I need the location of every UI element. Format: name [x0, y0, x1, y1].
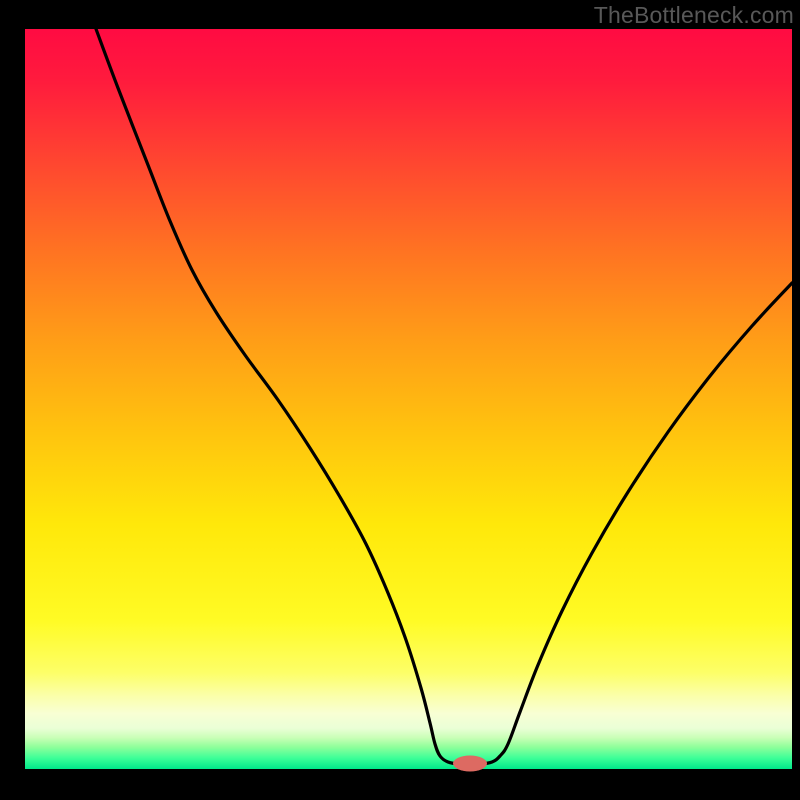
watermark-text: TheBottleneck.com [594, 2, 794, 29]
gradient-background [25, 29, 792, 769]
chart-stage: TheBottleneck.com [0, 0, 800, 800]
optimum-marker [453, 756, 487, 772]
bottleneck-chart [0, 0, 800, 800]
